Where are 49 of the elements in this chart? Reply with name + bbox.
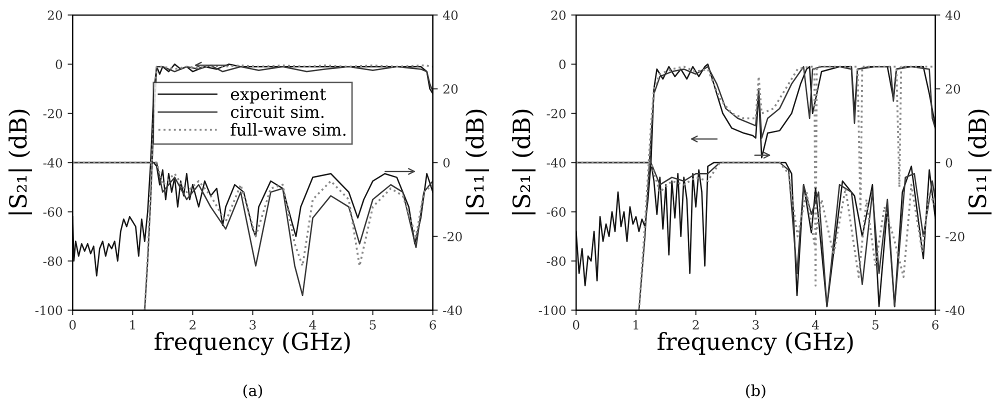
x-axis-title: frequency (GHz) [658,332,853,356]
y-tick-label: 0 [56,60,62,70]
y-tick-label: -40 [43,158,62,168]
y2-tick-label: -40 [443,306,462,316]
text: (a) [243,384,262,398]
x-tick-label: 0 [572,320,580,330]
text: (b) [746,384,766,398]
y-axis-title: |S₂₁| (dB) [8,110,32,214]
y2-tick-label: -20 [946,232,964,242]
y2-tick-label: 40 [442,10,458,20]
y-tick-label: -100 [35,306,62,316]
x-tick-label: 2 [692,320,699,330]
y-tick-label: -60 [43,207,62,217]
y-tick-label: 20 [48,10,62,20]
x-tick-label: 1 [634,320,638,330]
x-tick-label: 6 [430,320,436,330]
y-tick-label: -80 [546,256,566,266]
y2-axis-title: |S₁₁| (dB) [968,110,992,214]
y-tick-label: 0 [559,60,566,70]
x-tick-label: 5 [370,320,376,330]
y-tick-label: -60 [546,207,566,217]
legend-label: experiment [230,88,326,104]
x-tick-label: 1 [130,320,135,330]
y-tick-label: 20 [551,10,566,20]
x-tick-label: 5 [872,320,878,330]
y2-axis-title: |S₁₁| (dB) [465,110,490,214]
y-axis-title: |S₂₁| (dB) [512,110,536,214]
y2-tick-label: 0 [946,158,952,168]
x-tick-label: 2 [190,320,196,330]
legend-label: full-wave sim. [230,122,346,136]
y2-tick-label: 0 [443,158,450,168]
y2-tick-label: -40 [946,306,964,316]
y-tick-label: -100 [538,306,566,316]
x-tick-label: 4 [812,320,819,330]
legend-label: circuit sim. [230,106,324,118]
y-tick-label: -80 [43,256,62,266]
y2-tick-label: 20 [946,84,960,94]
x-axis-title: frequency (GHz) [154,332,350,356]
x-tick-label: 0 [69,320,76,330]
x-tick-label: 3 [250,320,256,330]
y2-tick-label: 20 [443,84,458,94]
y-tick-label: -40 [546,158,566,168]
x-tick-label: 4 [309,320,316,330]
y-tick-label: -20 [43,108,62,118]
y-tick-label: -20 [546,108,566,118]
x-tick-label: 6 [932,320,938,330]
x-tick-label: 3 [752,320,759,330]
y2-tick-label: 40 [945,10,960,20]
y2-tick-label: -20 [443,232,462,242]
